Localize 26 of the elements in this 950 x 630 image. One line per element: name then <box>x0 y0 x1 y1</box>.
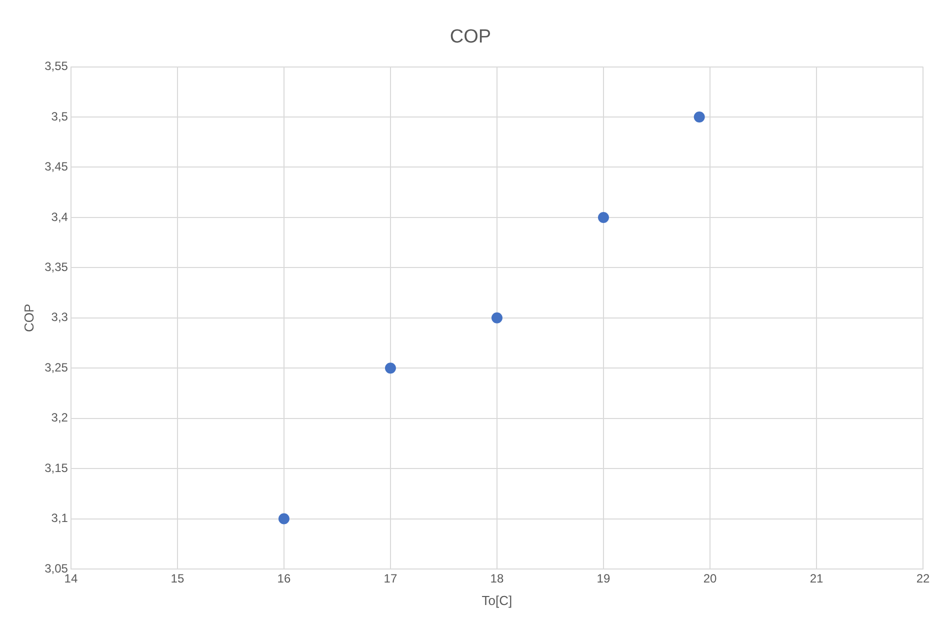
y-tick-label: 3,55 <box>44 59 68 74</box>
x-tick-label: 17 <box>384 572 398 586</box>
y-tick-label: 3,45 <box>44 160 68 174</box>
y-tick-label: 3,25 <box>44 360 68 374</box>
point <box>384 362 396 374</box>
point <box>598 212 609 223</box>
y-tick-label: 3,2 <box>51 410 68 425</box>
x-tick-label: 21 <box>810 572 824 586</box>
chart-title: COP <box>450 26 492 48</box>
y-tick-label: 3,35 <box>44 260 68 274</box>
point <box>491 312 502 324</box>
y-tick-label: 3,15 <box>44 460 68 475</box>
point <box>278 513 290 524</box>
x-tick-label: 18 <box>490 572 504 586</box>
y-tick-label: 3,4 <box>51 210 68 224</box>
x-tick-label: 20 <box>703 572 717 586</box>
x-tick-label: 16 <box>277 572 291 586</box>
point <box>694 112 705 123</box>
x-tick-label: 15 <box>170 572 184 586</box>
x-tick-label: 19 <box>596 572 610 586</box>
y-tick-label: 3,1 <box>51 511 68 526</box>
y-axis-title: COP <box>21 304 36 332</box>
y-tick-label: 3,5 <box>51 109 68 124</box>
y-tick-label: 3,3 <box>51 310 68 324</box>
x-tick-label: 22 <box>916 572 930 586</box>
x-axis-title: To[C] <box>482 592 512 608</box>
